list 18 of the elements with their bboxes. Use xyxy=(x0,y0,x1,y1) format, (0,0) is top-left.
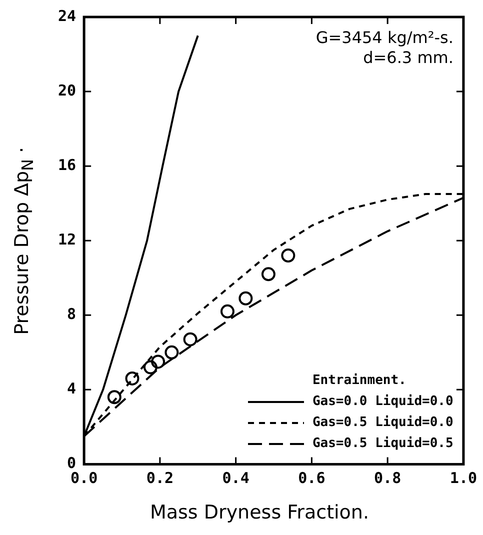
legend-label: Gas=0.5 Liquid=0.0 xyxy=(312,414,454,432)
y-tick-label: 20 xyxy=(58,81,76,100)
x-tick-label: 1.0 xyxy=(450,469,477,488)
y-tick-label: 16 xyxy=(58,156,76,174)
x-tick-label: 0.4 xyxy=(222,469,250,488)
x-tick-label: 0.8 xyxy=(374,469,402,488)
annotation: d=6.3 mm. xyxy=(363,48,454,68)
y-tick-label: 8 xyxy=(67,305,76,324)
y-tick-label: 4 xyxy=(67,380,76,398)
annotation: G=3454 kg/m²-s. xyxy=(316,28,454,48)
legend-label: Gas=0.0 Liquid=0.0 xyxy=(312,393,454,412)
x-axis-title: Mass Dryness Fraction. xyxy=(150,502,370,524)
x-tick-label: 0.2 xyxy=(146,469,174,488)
y-tick-label: 24 xyxy=(58,6,76,25)
legend-title: Entrainment. xyxy=(311,372,408,390)
y-tick-label: 12 xyxy=(58,230,76,248)
legend-label: Gas=0.5 Liquid=0.5 xyxy=(312,435,454,454)
x-tick-label: 0.6 xyxy=(298,469,326,488)
